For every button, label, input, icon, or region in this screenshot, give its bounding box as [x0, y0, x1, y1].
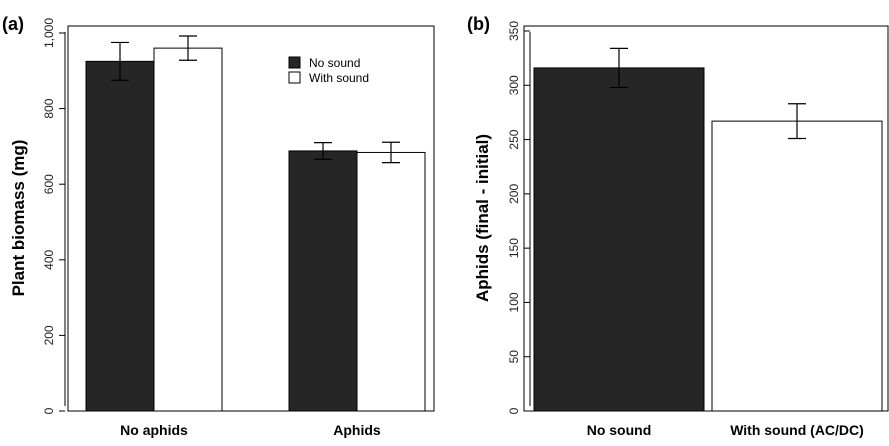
legend-label-with-sound: With sound — [309, 71, 369, 85]
panel-a-category-label: No aphids — [120, 422, 188, 438]
panel-b-plot-frame — [523, 25, 889, 412]
panel-a-category-labels: No aphids Aphids — [120, 422, 381, 438]
panel-a-category-label: Aphids — [333, 422, 381, 438]
panel-b-category-labels: No sound With sound (AC/DC) — [587, 422, 864, 438]
panel-b-y-tick-label: 0 — [507, 407, 521, 414]
panel-b-bars — [533, 47, 883, 412]
panel-b-y-axis-label: Aphids (final - initial) — [473, 134, 492, 302]
panel-b-bar — [711, 120, 883, 412]
panel-a-y-tick-label: 800 — [42, 98, 56, 118]
panel-a-bar — [153, 47, 223, 412]
panel-b-category-label: With sound (AC/DC) — [730, 422, 864, 438]
panel-b: (b) Aphids (final - initial) 0 50 100 150 20… — [467, 14, 889, 438]
panel-a-bar — [85, 60, 155, 412]
panel-b-y-axis: 0 50 100 150 200 250 300 350 — [507, 21, 531, 414]
panel-b-y-tick-label: 250 — [507, 129, 521, 149]
panel-a-bar — [356, 151, 426, 412]
panel-a-y-tick-label: 200 — [42, 325, 56, 345]
panel-a-y-axis: 0 200 400 600 800 1,000 — [42, 18, 66, 414]
panel-b-y-tick-label: 200 — [507, 184, 521, 204]
panel-a-y-tick-label: 0 — [42, 407, 56, 414]
panel-b-y-tick-label: 150 — [507, 238, 521, 258]
panel-b-y-tick-label: 350 — [507, 21, 521, 41]
panel-a-y-tick-label: 400 — [42, 249, 56, 269]
panel-a-y-tick-label: 600 — [42, 174, 56, 194]
panel-a-y-axis-label: Plant biomass (mg) — [9, 140, 28, 297]
panel-a-bars — [85, 35, 426, 412]
panel-b-y-tick-label: 100 — [507, 292, 521, 312]
panel-a-plot-frame — [67, 25, 435, 412]
panel-a-legend: No sound With sound — [288, 56, 369, 85]
legend-swatch-with-sound — [288, 71, 301, 84]
panel-a: (a) Plant biomass (mg) 0 200 400 600 800 1,00… — [2, 14, 435, 438]
legend-label-no-sound: No sound — [309, 56, 360, 70]
panel-b-y-tick-label: 300 — [507, 75, 521, 95]
legend-swatch-no-sound — [288, 56, 301, 69]
panel-b-y-tick-label: 50 — [507, 350, 521, 364]
panel-a-label: (a) — [2, 14, 24, 34]
panel-a-y-tick-label: 1,000 — [42, 18, 56, 48]
panel-b-bar — [533, 67, 705, 412]
panel-b-category-label: No sound — [587, 422, 652, 438]
panel-b-label: (b) — [467, 14, 490, 34]
panel-a-bar — [288, 150, 358, 412]
